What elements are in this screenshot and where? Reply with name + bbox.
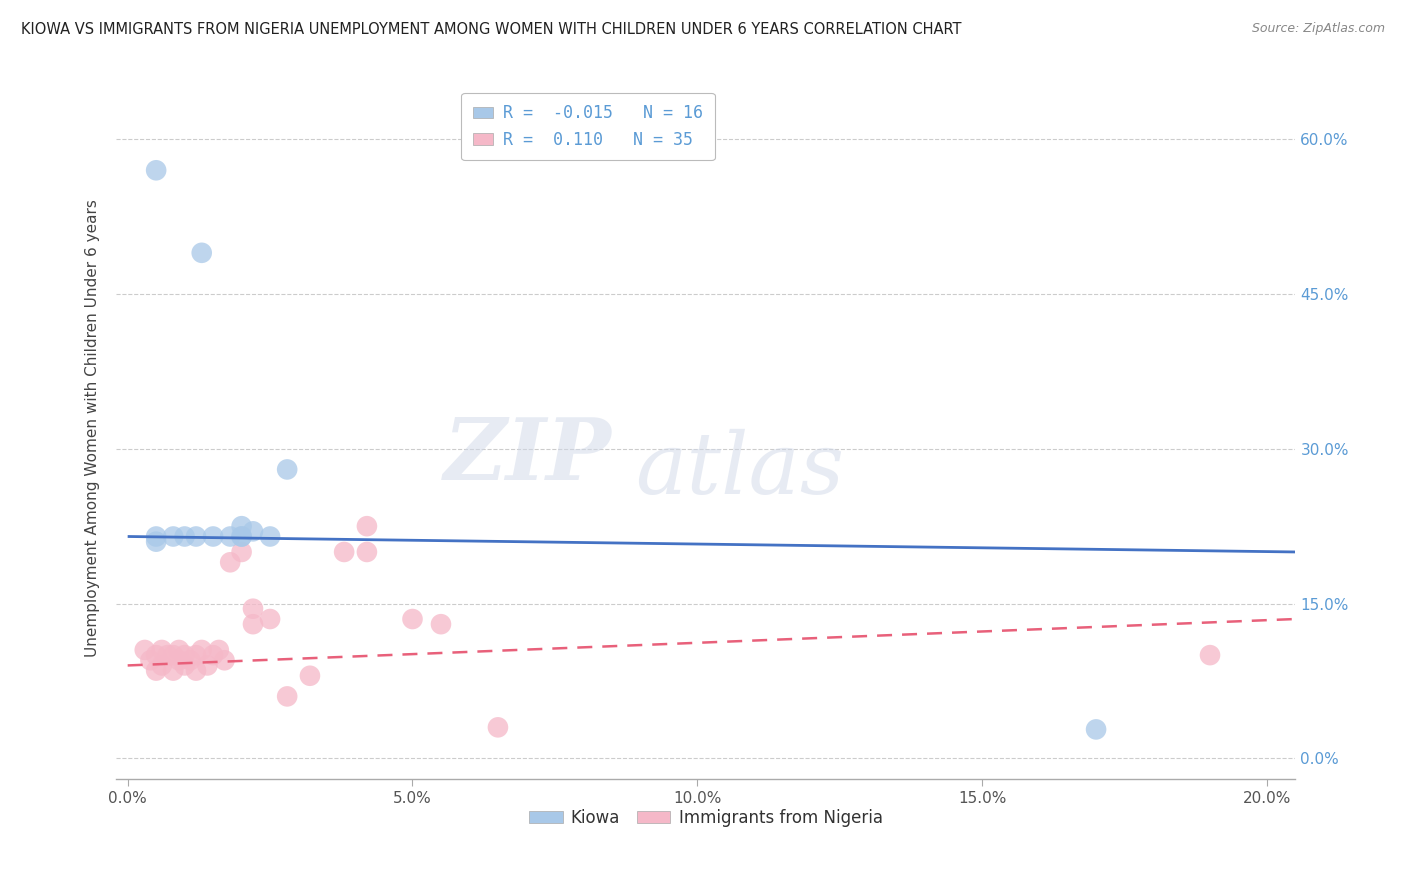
Point <box>202 529 225 543</box>
Point <box>134 643 156 657</box>
Point <box>219 555 242 569</box>
Point <box>173 648 195 662</box>
Point <box>356 519 378 533</box>
Point <box>145 648 167 662</box>
Point <box>486 720 509 734</box>
Text: atlas: atlas <box>636 429 844 512</box>
Point <box>208 643 231 657</box>
Point <box>242 601 264 615</box>
Point <box>139 653 162 667</box>
Point <box>173 529 195 543</box>
Point <box>259 529 281 543</box>
Point <box>167 643 190 657</box>
Point <box>190 643 212 657</box>
Point <box>197 658 219 673</box>
Y-axis label: Unemployment Among Women with Children Under 6 years: Unemployment Among Women with Children U… <box>86 199 100 657</box>
Point <box>242 617 264 632</box>
Point <box>333 545 356 559</box>
Point <box>150 658 173 673</box>
Point <box>401 612 423 626</box>
Point <box>1085 723 1108 737</box>
Point <box>214 653 236 667</box>
Point <box>145 163 167 178</box>
Point <box>156 648 179 662</box>
Point <box>150 643 173 657</box>
Point <box>298 669 321 683</box>
Point <box>145 664 167 678</box>
Point <box>145 529 167 543</box>
Text: Source: ZipAtlas.com: Source: ZipAtlas.com <box>1251 22 1385 36</box>
Point <box>173 658 195 673</box>
Point <box>276 462 298 476</box>
Point <box>184 664 207 678</box>
Point <box>162 664 184 678</box>
Point <box>231 529 253 543</box>
Point <box>162 648 184 662</box>
Point <box>162 529 184 543</box>
Point <box>190 245 212 260</box>
Point <box>145 534 167 549</box>
Point <box>356 545 378 559</box>
Text: ZIP: ZIP <box>444 415 612 498</box>
Point <box>184 648 207 662</box>
Point <box>219 529 242 543</box>
Point <box>231 529 253 543</box>
Point <box>276 690 298 704</box>
Point <box>167 653 190 667</box>
Point <box>1199 648 1222 662</box>
Legend: Kiowa, Immigrants from Nigeria: Kiowa, Immigrants from Nigeria <box>523 803 889 834</box>
Point <box>231 519 253 533</box>
Point <box>202 648 225 662</box>
Point <box>179 653 201 667</box>
Point <box>184 529 207 543</box>
Point <box>259 612 281 626</box>
Text: KIOWA VS IMMIGRANTS FROM NIGERIA UNEMPLOYMENT AMONG WOMEN WITH CHILDREN UNDER 6 : KIOWA VS IMMIGRANTS FROM NIGERIA UNEMPLO… <box>21 22 962 37</box>
Point <box>430 617 453 632</box>
Point <box>242 524 264 539</box>
Point <box>231 545 253 559</box>
